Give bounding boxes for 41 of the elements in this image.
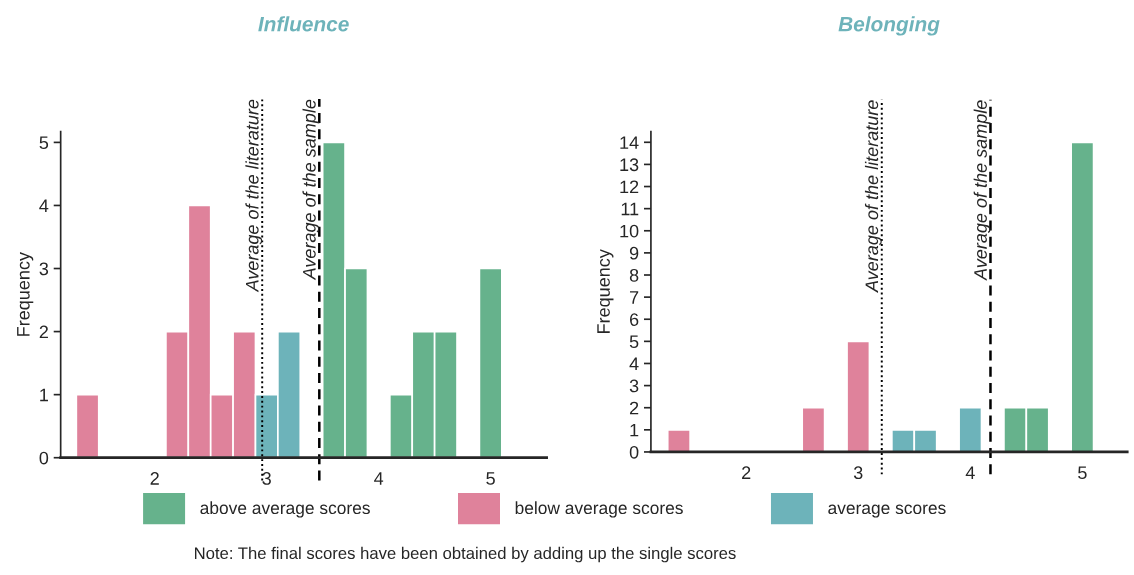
y-tick-label: 13 [620, 158, 639, 172]
x-tick-label: 4 [965, 466, 975, 479]
x-tick-label: 2 [150, 472, 159, 485]
x-tick-label: 2 [742, 466, 751, 479]
y-tick-label: 0 [629, 445, 639, 459]
legend-label: above average scores [200, 501, 370, 518]
y-tick-label: 5 [629, 335, 639, 349]
y-tick-label: 3 [629, 379, 639, 393]
text: Note: The final scores have been obtained by adding up the single scores [195, 546, 736, 563]
x-tick-label: 5 [486, 472, 495, 485]
chart-title: Influence [258, 16, 349, 32]
y-tick-label: 11 [621, 202, 639, 216]
legend-label: average scores [828, 504, 946, 518]
y-tick-label: 4 [39, 199, 49, 212]
y-tick-label: 2 [629, 401, 639, 415]
y-tick-label: 3 [39, 262, 49, 276]
y-tick-label: 14 [620, 136, 639, 149]
ref-line-label: Average of the sample [973, 100, 991, 281]
y-axis-title: Frequency [597, 249, 614, 333]
y-tick-label: 12 [620, 180, 639, 194]
ref-line-label: Average of the sample [302, 99, 320, 281]
y-tick-label: 7 [630, 291, 639, 304]
y-axis-title: Frequency [17, 252, 34, 336]
y-tick-label: 5 [39, 136, 49, 150]
legend-label: below average scores [515, 501, 683, 518]
ref-line-label: Average of the literature [245, 99, 263, 293]
y-tick-label: 8 [629, 268, 639, 282]
ref-line-label: Average of the literature [864, 100, 882, 293]
y-tick-label: 1 [630, 423, 639, 437]
y-tick-label: 0 [39, 451, 49, 465]
x-tick-label: 3 [853, 466, 863, 480]
y-tick-label: 9 [629, 246, 639, 260]
x-tick-label: 3 [262, 472, 271, 485]
y-tick-label: 1 [40, 388, 48, 402]
y-tick-label: 4 [629, 357, 639, 371]
y-tick-label: 10 [620, 224, 639, 238]
x-tick-label: 5 [1078, 466, 1087, 480]
y-tick-label: 2 [39, 325, 48, 339]
y-tick-label: 6 [629, 313, 639, 326]
x-tick-label: 4 [374, 472, 384, 485]
chart-title: Belonging [838, 16, 940, 36]
